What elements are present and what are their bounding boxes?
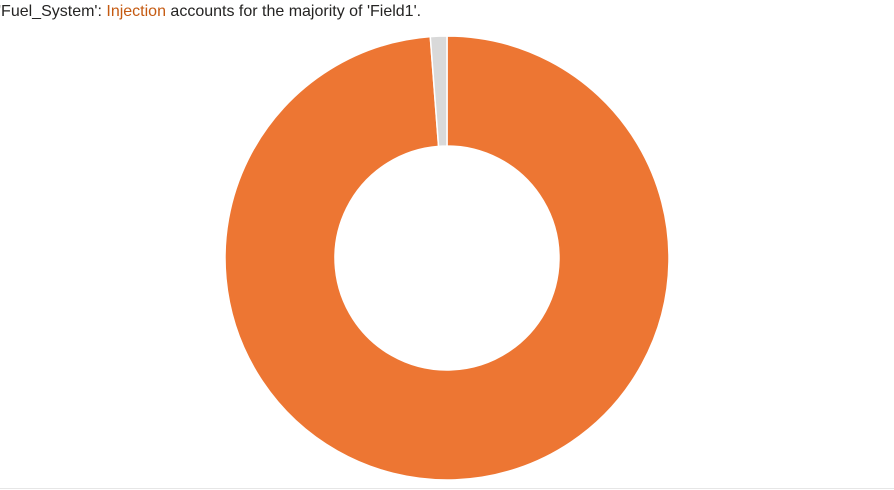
headline-highlight: Injection (106, 3, 166, 20)
chart-headline: 'Fuel_System': Injection accounts for th… (0, 1, 421, 23)
donut-slice-injection[interactable] (224, 35, 670, 481)
bottom-divider (0, 488, 894, 489)
headline-prefix: 'Fuel_System': (0, 3, 107, 20)
donut-slice-other-1[interactable] (429, 35, 448, 148)
headline-suffix: accounts for the majority of 'Field1'. (165, 3, 422, 20)
